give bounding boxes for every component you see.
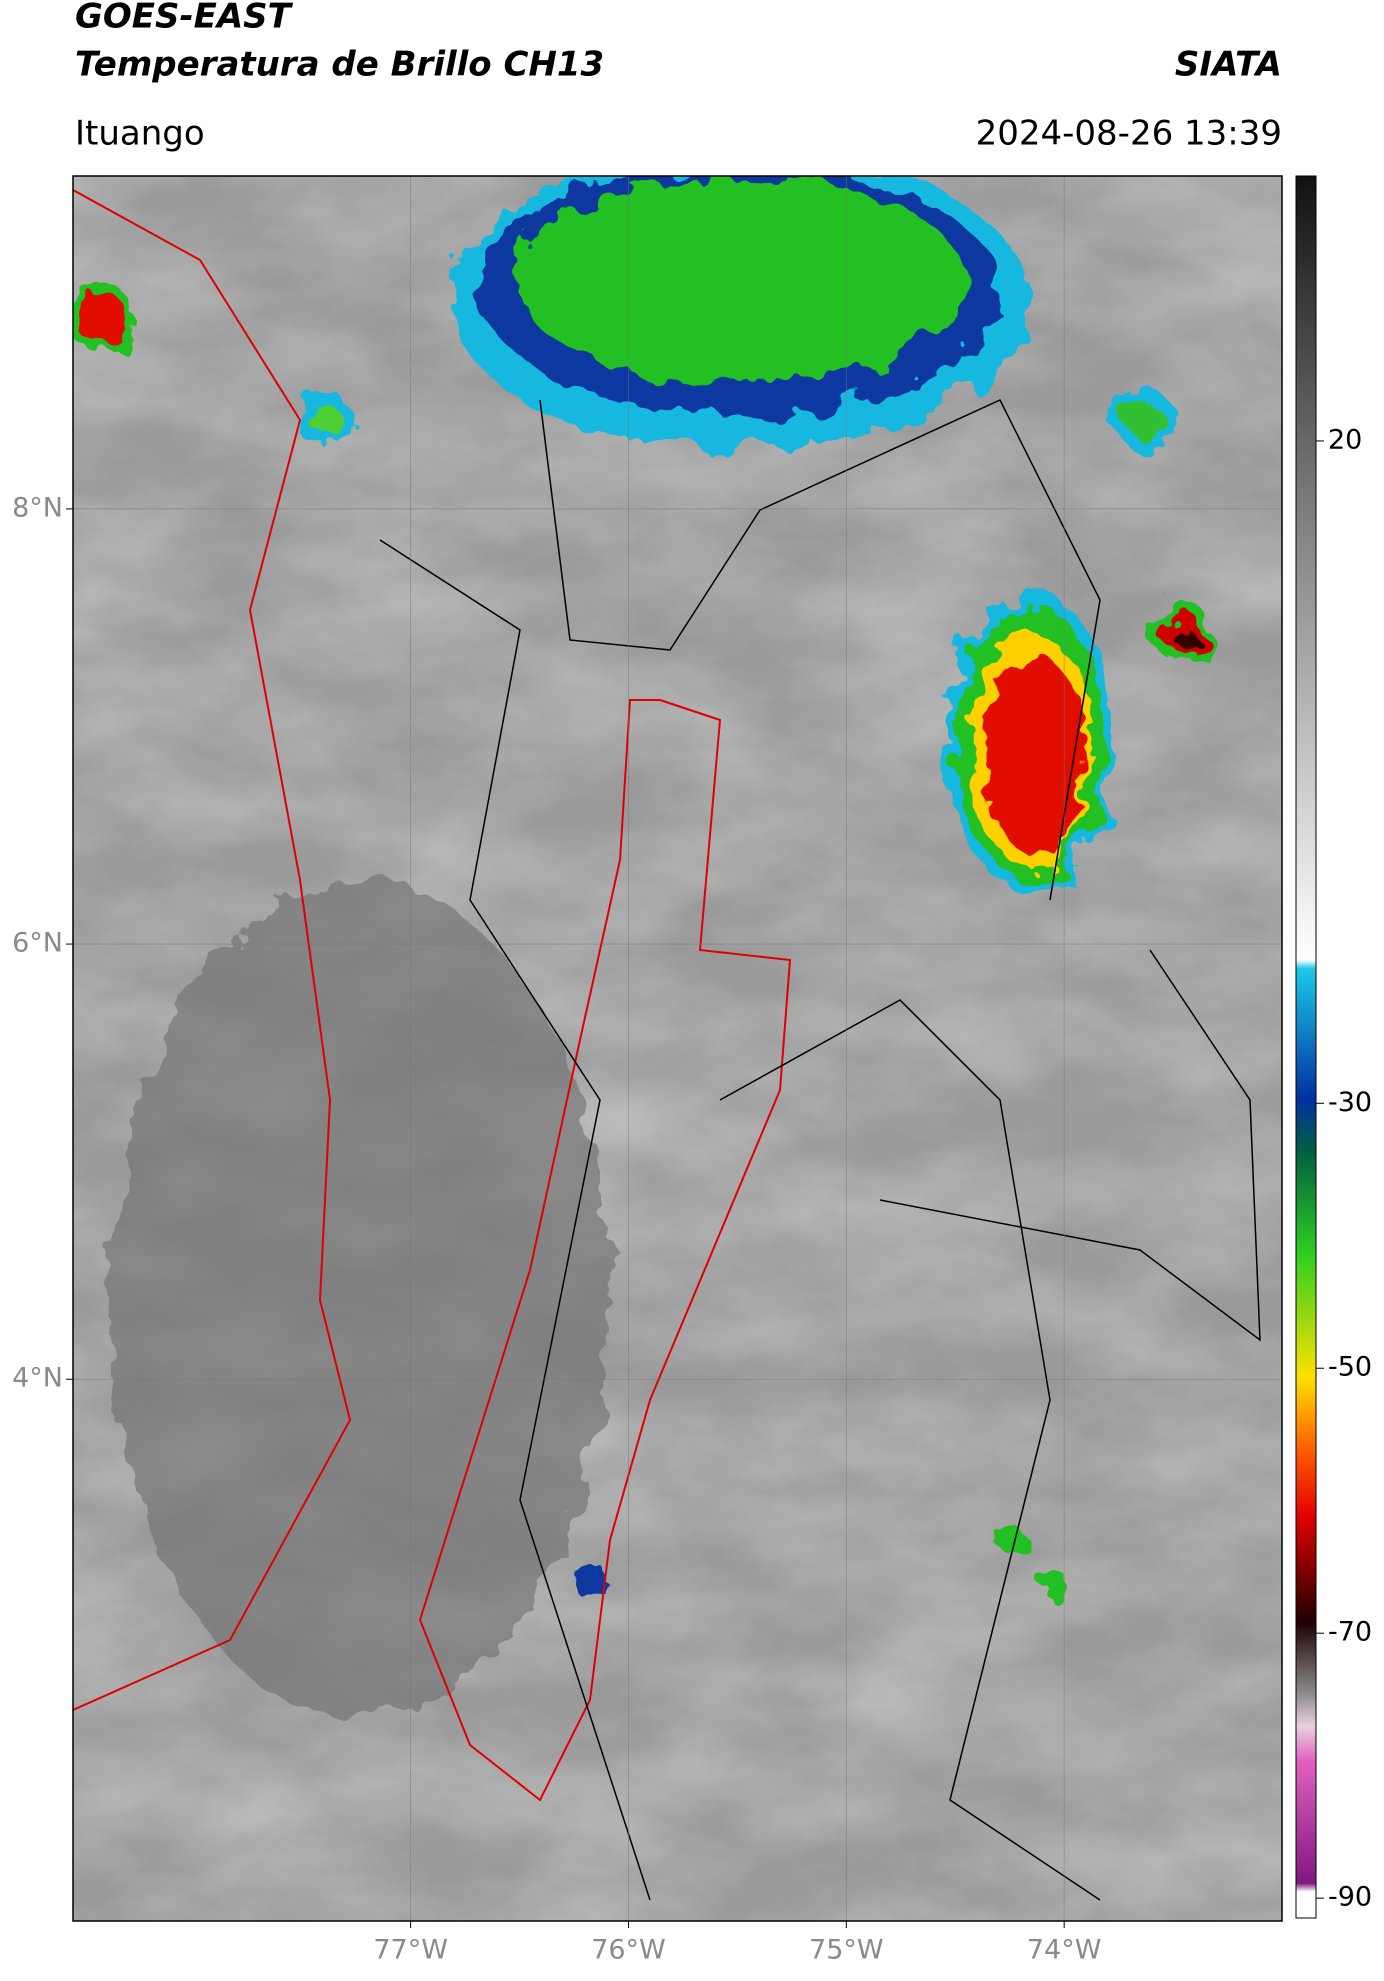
lon-label: 74°W [1027,1935,1102,1966]
lat-label: 4°N [12,1363,63,1394]
grid [73,176,1282,1921]
product: Temperatura de Brillo CH13 [75,45,604,85]
satellite: GOES-EAST [75,0,294,37]
colorbar-label: -50 [1328,1352,1372,1383]
colorbar-label: -30 [1328,1087,1372,1118]
colorbar-label: 20 [1328,424,1362,455]
agency: SIATA [1175,45,1282,85]
lat-label: 8°N [12,492,63,523]
map-frame [72,175,1283,1922]
map-image [73,176,1282,1921]
lon-label: 77°W [373,1935,448,1966]
colorbar-label: -70 [1328,1617,1372,1648]
colorbar-label: -90 [1328,1882,1372,1913]
colorbar [1295,175,1317,1919]
location: Ituango [75,114,205,154]
lat-label: 6°N [12,928,63,959]
lon-label: 76°W [591,1935,666,1966]
datetime: 2024-08-26 13:39 [976,114,1282,154]
lon-label: 75°W [809,1935,884,1966]
